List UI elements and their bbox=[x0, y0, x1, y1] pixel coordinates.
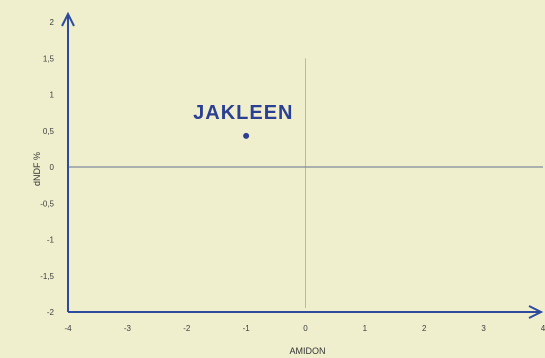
data-points: JAKLEEN bbox=[193, 102, 293, 139]
y-tick-label: -1 bbox=[47, 236, 55, 245]
y-tick-label: 1,5 bbox=[43, 54, 55, 63]
x-tick-label: 0 bbox=[303, 324, 308, 333]
axes bbox=[61, 11, 544, 319]
y-tick-labels: 2 1,5 1 0,5 0 -0,5 -1 -1,5 -2 bbox=[40, 18, 54, 317]
y-tick-label: 0 bbox=[50, 163, 55, 172]
y-axis-arrow bbox=[61, 11, 75, 27]
y-tick-label: -2 bbox=[47, 308, 55, 317]
y-tick-label: 0,5 bbox=[43, 127, 55, 136]
y-tick-label: -1,5 bbox=[40, 272, 54, 281]
data-point bbox=[243, 132, 250, 139]
x-tick-label: -3 bbox=[124, 324, 132, 333]
x-tick-labels: -4 -3 -2 -1 0 1 2 3 4 bbox=[64, 324, 545, 333]
y-axis-title: dNDF % bbox=[32, 152, 42, 186]
x-tick-label: -4 bbox=[64, 324, 72, 333]
y-tick-label: 1 bbox=[50, 91, 55, 100]
data-point-label: JAKLEEN bbox=[193, 102, 293, 124]
x-tick-label: 1 bbox=[363, 324, 368, 333]
y-tick-label: -0,5 bbox=[40, 199, 54, 208]
x-axis-title: AMIDON bbox=[290, 346, 326, 356]
x-axis-arrow bbox=[528, 305, 544, 319]
x-tick-label: -2 bbox=[183, 324, 191, 333]
x-tick-label: 4 bbox=[541, 324, 545, 333]
reference-lines bbox=[68, 58, 543, 308]
x-tick-label: 3 bbox=[481, 324, 486, 333]
y-tick-label: 2 bbox=[50, 18, 55, 27]
x-tick-label: -1 bbox=[243, 324, 251, 333]
x-tick-label: 2 bbox=[422, 324, 427, 333]
